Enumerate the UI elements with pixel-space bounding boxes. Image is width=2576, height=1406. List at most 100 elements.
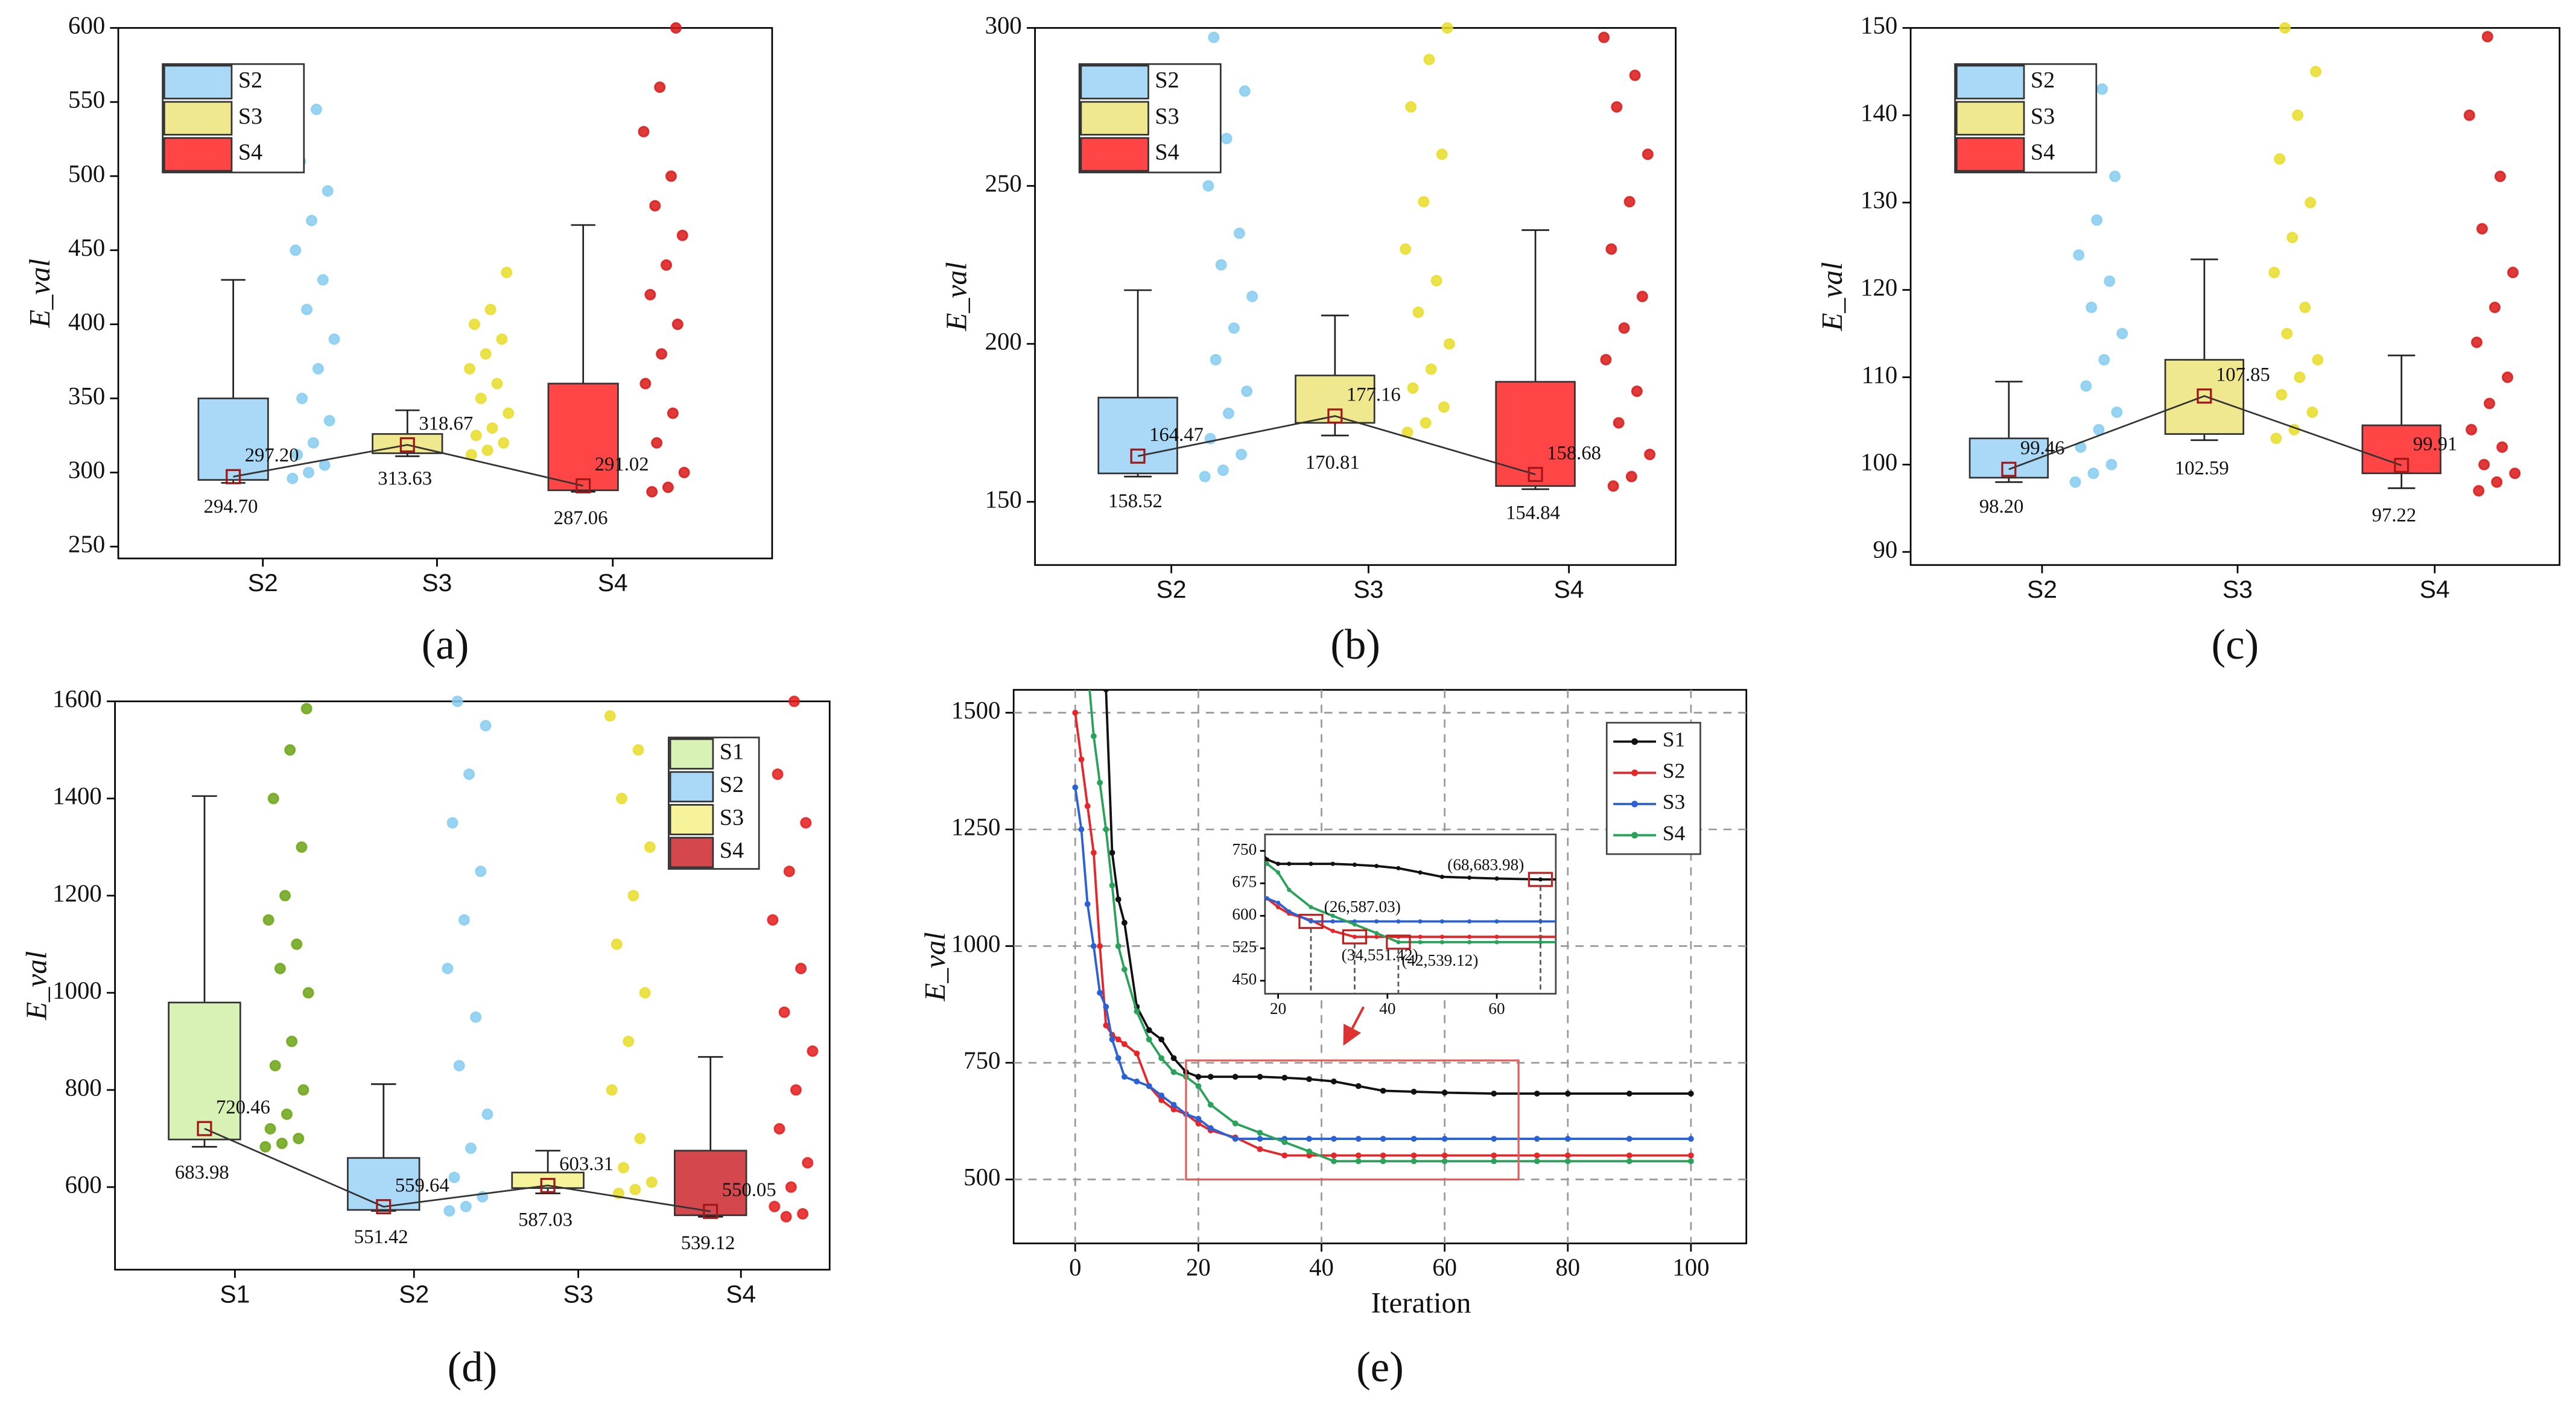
data-point: [302, 987, 314, 999]
min-label: 551.42: [354, 1226, 408, 1248]
data-point: [644, 841, 656, 853]
data-point: [623, 1035, 635, 1048]
series-marker: [1121, 919, 1128, 926]
mean-label: 107.85: [2216, 364, 2270, 385]
data-point: [807, 1045, 819, 1057]
series-marker: [1188, 784, 1193, 788]
inset-y-tick-label: 750: [1232, 840, 1257, 858]
data-point: [667, 407, 679, 419]
legend-label: S4: [1663, 821, 1686, 845]
data-point: [2270, 432, 2282, 445]
data-point: [259, 1141, 271, 1153]
series-marker: [1158, 1036, 1165, 1043]
series-marker: [1441, 1152, 1448, 1159]
series-marker: [1410, 1089, 1417, 1095]
series-marker: [1205, 844, 1209, 849]
data-point: [778, 1006, 790, 1018]
box: [547, 382, 619, 492]
series-marker: [1221, 801, 1225, 805]
series-marker: [1441, 1136, 1448, 1142]
data-point: [788, 695, 801, 708]
series-marker: [1109, 1036, 1115, 1043]
legend-swatch: [163, 65, 233, 100]
data-point: [802, 1157, 814, 1169]
series-marker: [1207, 1125, 1214, 1132]
series-marker: [1306, 1136, 1313, 1142]
series-marker: [1713, 935, 1718, 939]
inset-x-tick-label: 40: [1379, 999, 1395, 1018]
data-point: [1239, 85, 1251, 97]
data-point: [1199, 470, 1211, 483]
series-marker: [1210, 762, 1214, 767]
series-marker: [1491, 1158, 1497, 1165]
data-point: [300, 703, 312, 715]
y-tick-label: 90: [1873, 536, 1897, 563]
data-point: [290, 244, 302, 256]
y-tick-label: 500: [963, 1164, 1000, 1191]
series-marker: [1205, 741, 1209, 745]
series-marker: [1158, 1055, 1165, 1062]
series-marker: [1205, 697, 1209, 701]
legend-label: S4: [1155, 140, 1179, 165]
legend-swatch: [1080, 137, 1149, 172]
series-marker: [1494, 934, 1499, 939]
data-point: [1412, 306, 1424, 318]
data-point: [1405, 101, 1417, 113]
data-point: [769, 1200, 781, 1212]
series-marker: [1232, 1136, 1239, 1142]
y-tick-label: 150: [1861, 12, 1897, 39]
data-point: [480, 720, 492, 732]
data-point: [2470, 337, 2483, 349]
series-marker: [1194, 502, 1198, 507]
data-point: [491, 378, 503, 390]
legend-label: S4: [2031, 140, 2055, 165]
data-point: [2096, 83, 2108, 95]
zoom-region: [1185, 1059, 1520, 1181]
series-marker: [1626, 1091, 1632, 1097]
legend-label: S2: [1155, 68, 1179, 93]
series-marker: [1243, 827, 1248, 831]
series-marker: [1396, 919, 1401, 924]
series-marker: [1085, 663, 1091, 669]
data-point: [2306, 406, 2318, 418]
series-marker: [1604, 919, 1608, 923]
x-axis-label: Iteration: [1371, 1286, 1471, 1319]
data-point: [2509, 467, 2521, 480]
legend-swatch: [1080, 65, 1149, 100]
panel-label: (d): [448, 1344, 498, 1391]
data-point: [291, 938, 303, 950]
mean-label: 99.46: [2020, 437, 2064, 459]
series-marker: [1494, 876, 1499, 881]
data-point: [1600, 353, 1612, 366]
data-point: [481, 1108, 493, 1120]
series-marker: [1170, 1101, 1177, 1108]
data-point: [772, 768, 784, 781]
data-point: [2093, 423, 2105, 435]
y-tick-label: 1000: [52, 977, 102, 1004]
mean-label: 99.91: [2413, 433, 2457, 455]
series-marker: [1576, 919, 1581, 923]
x-tick-label: S2: [2027, 575, 2057, 603]
legend-swatch: [669, 738, 714, 770]
series-marker: [1380, 1152, 1386, 1159]
data-point: [302, 466, 315, 478]
box: [168, 1001, 241, 1141]
min-label: 158.52: [1108, 490, 1163, 512]
data-point: [639, 987, 651, 999]
series-marker: [1221, 840, 1225, 844]
y-tick-label: 600: [65, 1171, 102, 1198]
series-marker: [1410, 1158, 1417, 1165]
series-marker: [1276, 901, 1281, 905]
inset-x-tick-label: 20: [1270, 999, 1286, 1018]
series-marker: [1115, 896, 1121, 903]
series-marker: [1254, 892, 1258, 896]
mean-marker: [197, 1121, 212, 1136]
data-point: [634, 1133, 646, 1145]
series-marker: [1210, 719, 1214, 723]
series-marker: [1121, 1041, 1128, 1047]
series-marker: [1352, 919, 1357, 924]
data-point: [780, 1211, 792, 1223]
series-marker: [1097, 779, 1103, 786]
series-marker: [1534, 1152, 1540, 1159]
series-marker: [1418, 940, 1423, 945]
